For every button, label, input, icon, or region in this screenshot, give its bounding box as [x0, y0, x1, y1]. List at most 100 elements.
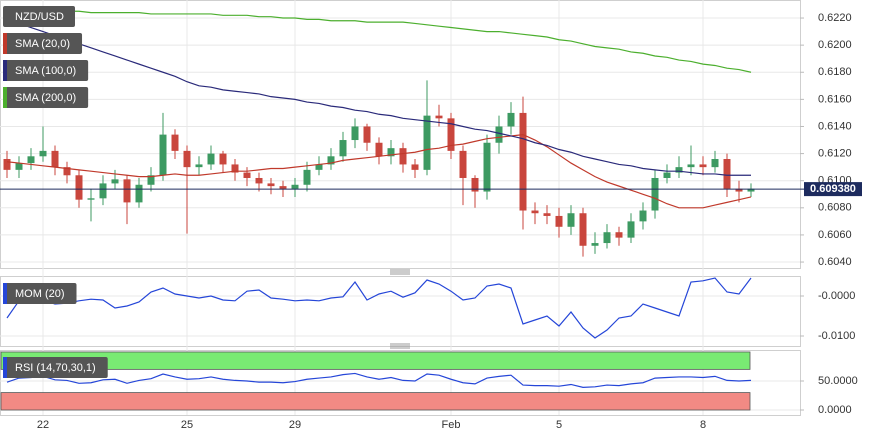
- candle: [171, 129, 179, 160]
- candle-body: [303, 169, 311, 185]
- candle-body: [339, 140, 347, 157]
- legend-swatch: [3, 87, 7, 108]
- candle-body: [567, 213, 575, 227]
- candle-body: [123, 179, 131, 203]
- legend-box: [3, 60, 89, 81]
- candle-body: [735, 188, 743, 192]
- main-panel-frame: [0, 0, 801, 269]
- candle-body: [699, 164, 707, 168]
- candle: [627, 213, 635, 244]
- legend-box: [3, 33, 83, 54]
- candle-body: [99, 183, 107, 199]
- candle: [147, 167, 155, 192]
- candle: [471, 175, 479, 208]
- candle-body: [435, 115, 443, 119]
- y-tick-label: -0.0100: [818, 330, 855, 342]
- candle-body: [195, 164, 203, 168]
- candle-body: [171, 134, 179, 151]
- band: [0, 392, 751, 411]
- candle-body: [147, 175, 155, 185]
- x-tick-label: 29: [289, 419, 301, 431]
- candle: [291, 177, 299, 197]
- candle: [399, 142, 407, 173]
- candle-body: [243, 172, 251, 178]
- candle: [663, 164, 671, 184]
- candle-body: [615, 232, 623, 238]
- candle-body: [471, 177, 479, 192]
- candle-body: [291, 184, 299, 189]
- legend-label: SMA (20,0): [15, 38, 70, 50]
- candle-body: [135, 184, 143, 203]
- candle-body: [483, 142, 491, 192]
- candle-body: [159, 134, 167, 176]
- candle-body: [591, 243, 599, 246]
- legend-swatch: [3, 283, 7, 304]
- legend-item: SMA (20,0): [3, 33, 83, 54]
- marks-layer: [0, 9, 804, 388]
- candle-body: [711, 159, 719, 168]
- candle-body: [315, 164, 323, 170]
- candle: [555, 207, 563, 238]
- legend-item: SMA (200,0): [3, 87, 89, 108]
- candle: [495, 115, 503, 154]
- candle-body: [207, 153, 215, 165]
- y-tick-label: 0.6220: [818, 12, 852, 24]
- candle: [447, 112, 455, 160]
- last-price-label: 0.609380: [810, 183, 856, 195]
- candle: [219, 150, 227, 173]
- candle: [651, 169, 659, 219]
- labels-layer: 0.60400.60600.60800.61000.61200.61400.61…: [3, 6, 862, 431]
- rsi-panel-frame: [0, 350, 801, 416]
- candle-body: [603, 232, 611, 244]
- candle: [579, 207, 587, 257]
- candle: [459, 145, 467, 206]
- candle-body: [327, 156, 335, 165]
- candle: [27, 148, 35, 170]
- candle-body: [363, 126, 371, 143]
- candle: [747, 183, 755, 197]
- series-line: [7, 9, 752, 73]
- candle: [339, 131, 347, 162]
- candle-body: [111, 179, 119, 184]
- candle-body: [39, 150, 47, 157]
- candle: [255, 172, 263, 192]
- candle: [267, 177, 275, 195]
- last-price-box: [804, 182, 862, 197]
- candle-body: [279, 186, 287, 189]
- candle: [315, 156, 323, 176]
- candle: [507, 102, 515, 135]
- legend-box: [3, 6, 75, 27]
- candle-body: [87, 198, 95, 200]
- candle: [135, 177, 143, 208]
- candle: [195, 156, 203, 176]
- candle-body: [351, 126, 359, 141]
- series-line: [6, 372, 752, 388]
- series-line: [6, 18, 751, 176]
- legend-label: SMA (200,0): [15, 92, 76, 104]
- legend-item: NZD/USD: [3, 6, 75, 27]
- legend-item: MOM (20): [3, 283, 77, 304]
- candle-body: [579, 213, 587, 246]
- candle-body: [219, 153, 227, 165]
- y-tick-label: 0.6140: [818, 120, 852, 132]
- band: [0, 351, 751, 370]
- candle: [639, 202, 647, 230]
- splitter[interactable]: [390, 343, 410, 349]
- candle: [411, 159, 419, 178]
- legend-swatch: [3, 60, 7, 81]
- candle-body: [231, 164, 239, 173]
- candle: [375, 137, 383, 165]
- y-tick-label: 0.6120: [818, 147, 852, 159]
- candle: [483, 134, 491, 200]
- candle-body: [411, 164, 419, 170]
- candle-body: [507, 112, 515, 127]
- candle: [231, 159, 239, 181]
- candle: [303, 161, 311, 192]
- candle: [111, 169, 119, 189]
- splitter[interactable]: [390, 269, 410, 275]
- candle: [711, 150, 719, 173]
- candle: [159, 112, 167, 181]
- candle: [687, 145, 695, 176]
- candle-body: [3, 159, 11, 170]
